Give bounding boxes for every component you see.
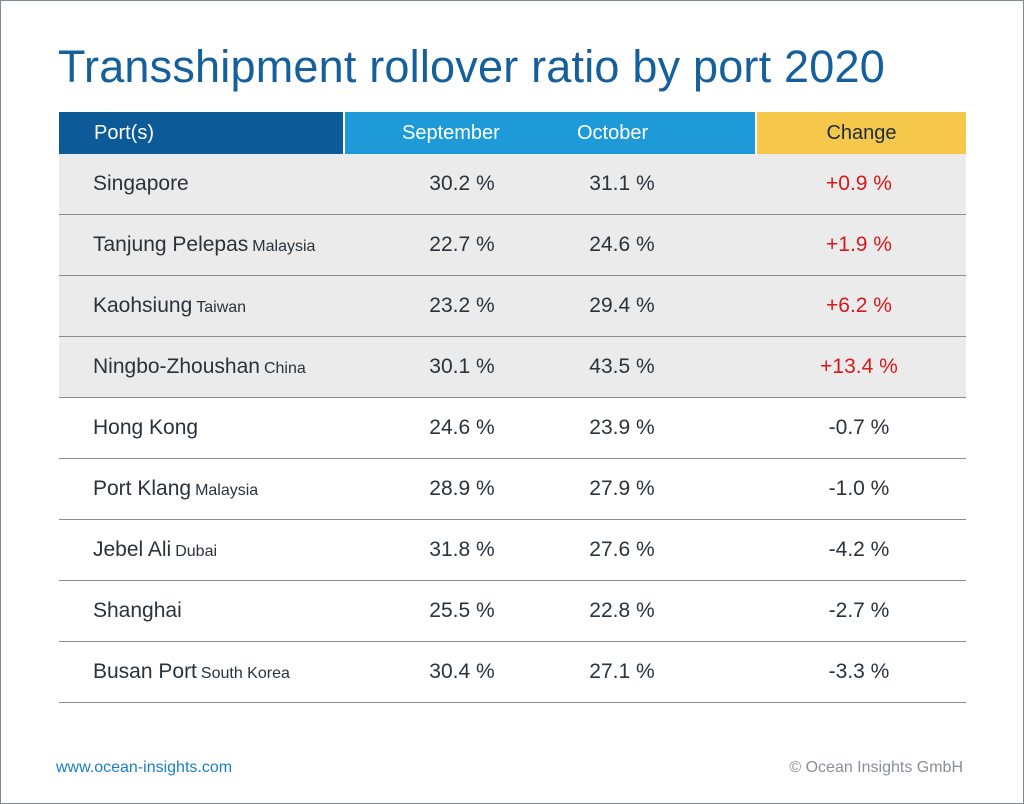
- october-value: 31.1 %: [589, 172, 655, 195]
- port-country: South Korea: [200, 665, 290, 682]
- port-country: Malaysia: [252, 238, 316, 255]
- table-row: Shanghai 25.5 % 22.8 % -2.7 %: [59, 581, 966, 642]
- table-row: Jebel Ali Dubai 31.8 % 27.6 % -4.2 %: [59, 520, 966, 581]
- port-cell: Jebel Ali Dubai: [93, 520, 217, 582]
- september-value: 25.5 %: [429, 599, 495, 622]
- table-row: Busan Port South Korea 30.4 % 27.1 % -3.3 %: [59, 642, 966, 703]
- port-cell: Port Klang Malaysia: [93, 459, 258, 521]
- header-months: September October: [345, 112, 755, 154]
- port-country: Malaysia: [195, 482, 259, 499]
- october-value: 27.9 %: [589, 477, 655, 500]
- port-name: Hong Kong: [93, 416, 199, 439]
- september-value: 31.8 %: [429, 538, 495, 561]
- table-row: Singapore 30.2 % 31.1 % +0.9 %: [59, 154, 966, 215]
- port-name: Busan Port: [93, 660, 197, 683]
- port-cell: Tanjung Pelepas Malaysia: [93, 215, 315, 277]
- port-country: Taiwan: [196, 299, 247, 316]
- port-name: Shanghai: [93, 599, 182, 622]
- table-row: Kaohsiung Taiwan 23.2 % 29.4 % +6.2 %: [59, 276, 966, 337]
- table-header: Port(s) September October Change: [59, 112, 966, 163]
- september-value: 22.7 %: [429, 233, 495, 256]
- port-cell: Busan Port South Korea: [93, 642, 290, 704]
- october-value: 29.4 %: [589, 294, 655, 317]
- port-country: Dubai: [175, 543, 218, 560]
- october-value: 27.1 %: [589, 660, 655, 683]
- header-october: October: [577, 122, 649, 144]
- port-name: Jebel Ali: [93, 538, 172, 561]
- chart-title: Transshipment rollover ratio by port 202…: [58, 41, 885, 92]
- header-port: Port(s): [59, 112, 343, 154]
- port-name: Tanjung Pelepas: [93, 233, 249, 256]
- october-value: 27.6 %: [589, 538, 655, 561]
- header-september: September: [402, 122, 500, 144]
- september-value: 30.4 %: [429, 660, 495, 683]
- port-name: Singapore: [93, 172, 189, 195]
- table-row: Port Klang Malaysia 28.9 % 27.9 % -1.0 %: [59, 459, 966, 520]
- change-value: -1.0 %: [828, 477, 890, 500]
- september-value: 30.2 %: [429, 172, 495, 195]
- port-name: Kaohsiung: [93, 294, 193, 317]
- table-row: Tanjung Pelepas Malaysia 22.7 % 24.6 % +1.9 …: [59, 215, 966, 276]
- port-cell: Kaohsiung Taiwan: [93, 276, 246, 338]
- data-table: Port(s) September October Change Singapo…: [59, 112, 966, 703]
- change-value: -0.7 %: [828, 416, 890, 439]
- table-row: Ningbo-Zhoushan China 30.1 % 43.5 % +13.4 %: [59, 337, 966, 398]
- port-name: Port Klang: [93, 477, 192, 500]
- website-link[interactable]: www.ocean-insights.com: [56, 759, 233, 776]
- change-value: +1.9 %: [826, 233, 892, 256]
- header-divider: [343, 112, 345, 163]
- change-value: +13.4 %: [820, 355, 898, 378]
- change-value: +0.9 %: [826, 172, 892, 195]
- change-value: -3.3 %: [828, 660, 890, 683]
- port-cell: Hong Kong: [93, 398, 198, 458]
- header-change: Change: [757, 112, 966, 154]
- change-value: +6.2 %: [826, 294, 892, 317]
- october-value: 24.6 %: [589, 233, 655, 256]
- table-row: Hong Kong 24.6 % 23.9 % -0.7 %: [59, 398, 966, 459]
- port-name: Ningbo-Zhoushan: [93, 355, 260, 378]
- september-value: 30.1 %: [429, 355, 495, 378]
- port-cell: Singapore: [93, 154, 189, 214]
- port-cell: Ningbo-Zhoushan China: [93, 337, 306, 399]
- september-value: 24.6 %: [429, 416, 495, 439]
- port-cell: Shanghai: [93, 581, 182, 641]
- change-value: -4.2 %: [828, 538, 890, 561]
- october-value: 43.5 %: [589, 355, 655, 378]
- september-value: 28.9 %: [429, 477, 495, 500]
- table-body: Singapore 30.2 % 31.1 % +0.9 % Tanjung Pelep…: [59, 154, 966, 703]
- october-value: 23.9 %: [589, 416, 655, 439]
- port-country: China: [263, 360, 306, 377]
- october-value: 22.8 %: [589, 599, 655, 622]
- header-divider: [755, 112, 757, 163]
- september-value: 23.2 %: [429, 294, 495, 317]
- copyright-text: © Ocean Insights GmbH: [789, 759, 963, 776]
- change-value: -2.7 %: [828, 599, 890, 622]
